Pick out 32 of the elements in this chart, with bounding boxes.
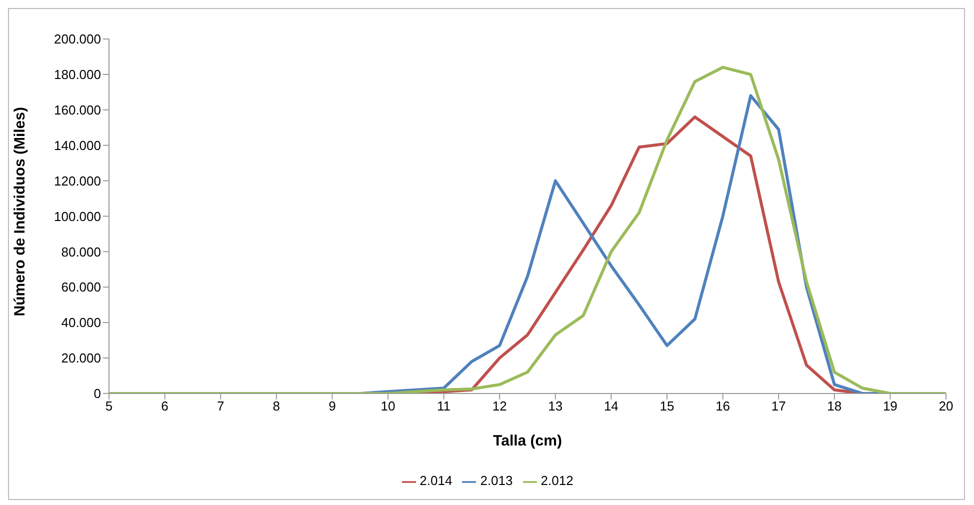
x-axis-title: Talla (cm)	[493, 432, 562, 450]
x-tick-label: 7	[216, 398, 224, 414]
y-tick-label: 80.000	[61, 244, 101, 260]
x-tick-label: 20	[938, 398, 954, 414]
legend-label: 2.012	[540, 473, 574, 488]
x-tick-label: 5	[105, 398, 113, 414]
x-tick-label: 12	[492, 398, 507, 414]
x-tick-label: 9	[328, 398, 336, 414]
legend-label: 2.014	[420, 473, 452, 488]
x-tick-label: 6	[161, 398, 168, 414]
y-tick-label: 160.000	[54, 102, 101, 118]
x-tick-label: 10	[380, 398, 396, 414]
y-axis-title: Número de Individuos (Miles)	[11, 107, 28, 316]
y-tick-label: 40.000	[61, 315, 101, 330]
x-tick-label: 15	[660, 398, 674, 414]
y-tick-label: 100.000	[54, 208, 101, 224]
legend-label: 2.013	[480, 473, 513, 488]
x-tick-label: 8	[272, 398, 280, 414]
x-tick-label: 13	[548, 398, 563, 414]
x-tick-label: 16	[716, 398, 730, 414]
x-tick-label: 18	[827, 398, 842, 414]
y-tick-label: 120.000	[54, 173, 101, 188]
x-tick-label: 14	[604, 398, 618, 414]
y-tick-label: 180.000	[54, 67, 101, 82]
y-tick-label: 60.000	[61, 280, 101, 295]
y-tick-label: 20.000	[61, 350, 101, 366]
y-tick-label: 140.000	[54, 138, 101, 153]
y-tick-label: 200.000	[54, 32, 101, 47]
y-tick-label: 0	[94, 386, 101, 402]
x-tick-label: 17	[771, 398, 786, 414]
x-tick-label: 11	[437, 398, 451, 414]
x-tick-label: 19	[882, 398, 898, 414]
